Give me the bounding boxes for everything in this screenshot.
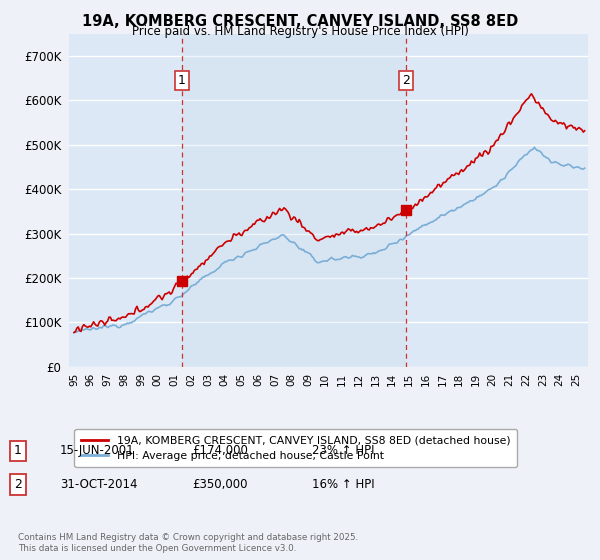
Text: £174,000: £174,000: [192, 444, 248, 458]
Text: 23% ↑ HPI: 23% ↑ HPI: [312, 444, 374, 458]
Text: Contains HM Land Registry data © Crown copyright and database right 2025.
This d: Contains HM Land Registry data © Crown c…: [18, 533, 358, 553]
Text: 15-JUN-2001: 15-JUN-2001: [60, 444, 134, 458]
Text: 31-OCT-2014: 31-OCT-2014: [60, 478, 137, 491]
Text: 16% ↑ HPI: 16% ↑ HPI: [312, 478, 374, 491]
Text: £350,000: £350,000: [192, 478, 248, 491]
Text: 1: 1: [178, 74, 186, 87]
Text: 19A, KOMBERG CRESCENT, CANVEY ISLAND, SS8 8ED: 19A, KOMBERG CRESCENT, CANVEY ISLAND, SS…: [82, 14, 518, 29]
Text: 2: 2: [402, 74, 410, 87]
Text: 1: 1: [14, 444, 22, 458]
Text: Price paid vs. HM Land Registry's House Price Index (HPI): Price paid vs. HM Land Registry's House …: [131, 25, 469, 38]
Text: 2: 2: [14, 478, 22, 491]
Legend: 19A, KOMBERG CRESCENT, CANVEY ISLAND, SS8 8ED (detached house), HPI: Average pri: 19A, KOMBERG CRESCENT, CANVEY ISLAND, SS…: [74, 429, 517, 467]
Bar: [182, 34, 406, 367]
